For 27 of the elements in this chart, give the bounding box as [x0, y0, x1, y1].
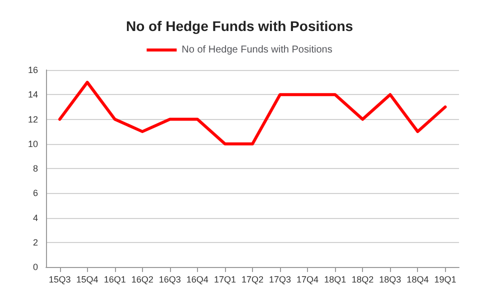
- x-tick-label: 18Q3: [379, 274, 402, 284]
- chart-title: No of Hedge Funds with Positions: [126, 18, 354, 34]
- x-tick-label: 17Q2: [241, 274, 264, 284]
- y-tick-label: 10: [28, 138, 38, 149]
- x-tick-label: 16Q4: [186, 274, 208, 284]
- x-tick-label: 18Q2: [352, 274, 374, 284]
- x-tick-label: 16Q1: [104, 274, 126, 284]
- x-tick-label: 19Q1: [434, 274, 456, 284]
- y-tick-label: 16: [28, 65, 38, 75]
- x-tick-label: 18Q4: [406, 274, 429, 284]
- x-tick-label: 17Q3: [269, 274, 292, 284]
- legend-label: No of Hedge Funds with Positions: [182, 44, 332, 56]
- x-tick-label: 18Q1: [324, 274, 346, 284]
- x-tick-label: 16Q2: [131, 274, 154, 284]
- x-tick-label: 15Q3: [48, 274, 71, 284]
- line-series: [58, 80, 447, 146]
- y-tick-label: 2: [32, 237, 38, 248]
- x-tick-label: 15Q4: [76, 274, 98, 284]
- y-tick-label: 4: [32, 212, 38, 223]
- y-tick-label: 0: [32, 262, 38, 272]
- x-tick-label: 16Q3: [158, 274, 181, 284]
- y-tick-label: 12: [28, 114, 38, 124]
- x-tick-label: 17Q1: [214, 274, 236, 284]
- x-tick-label: 17Q4: [296, 274, 319, 284]
- y-tick-label: 8: [32, 164, 38, 174]
- y-tick-label: 6: [32, 188, 38, 198]
- y-tick-label: 14: [28, 90, 38, 100]
